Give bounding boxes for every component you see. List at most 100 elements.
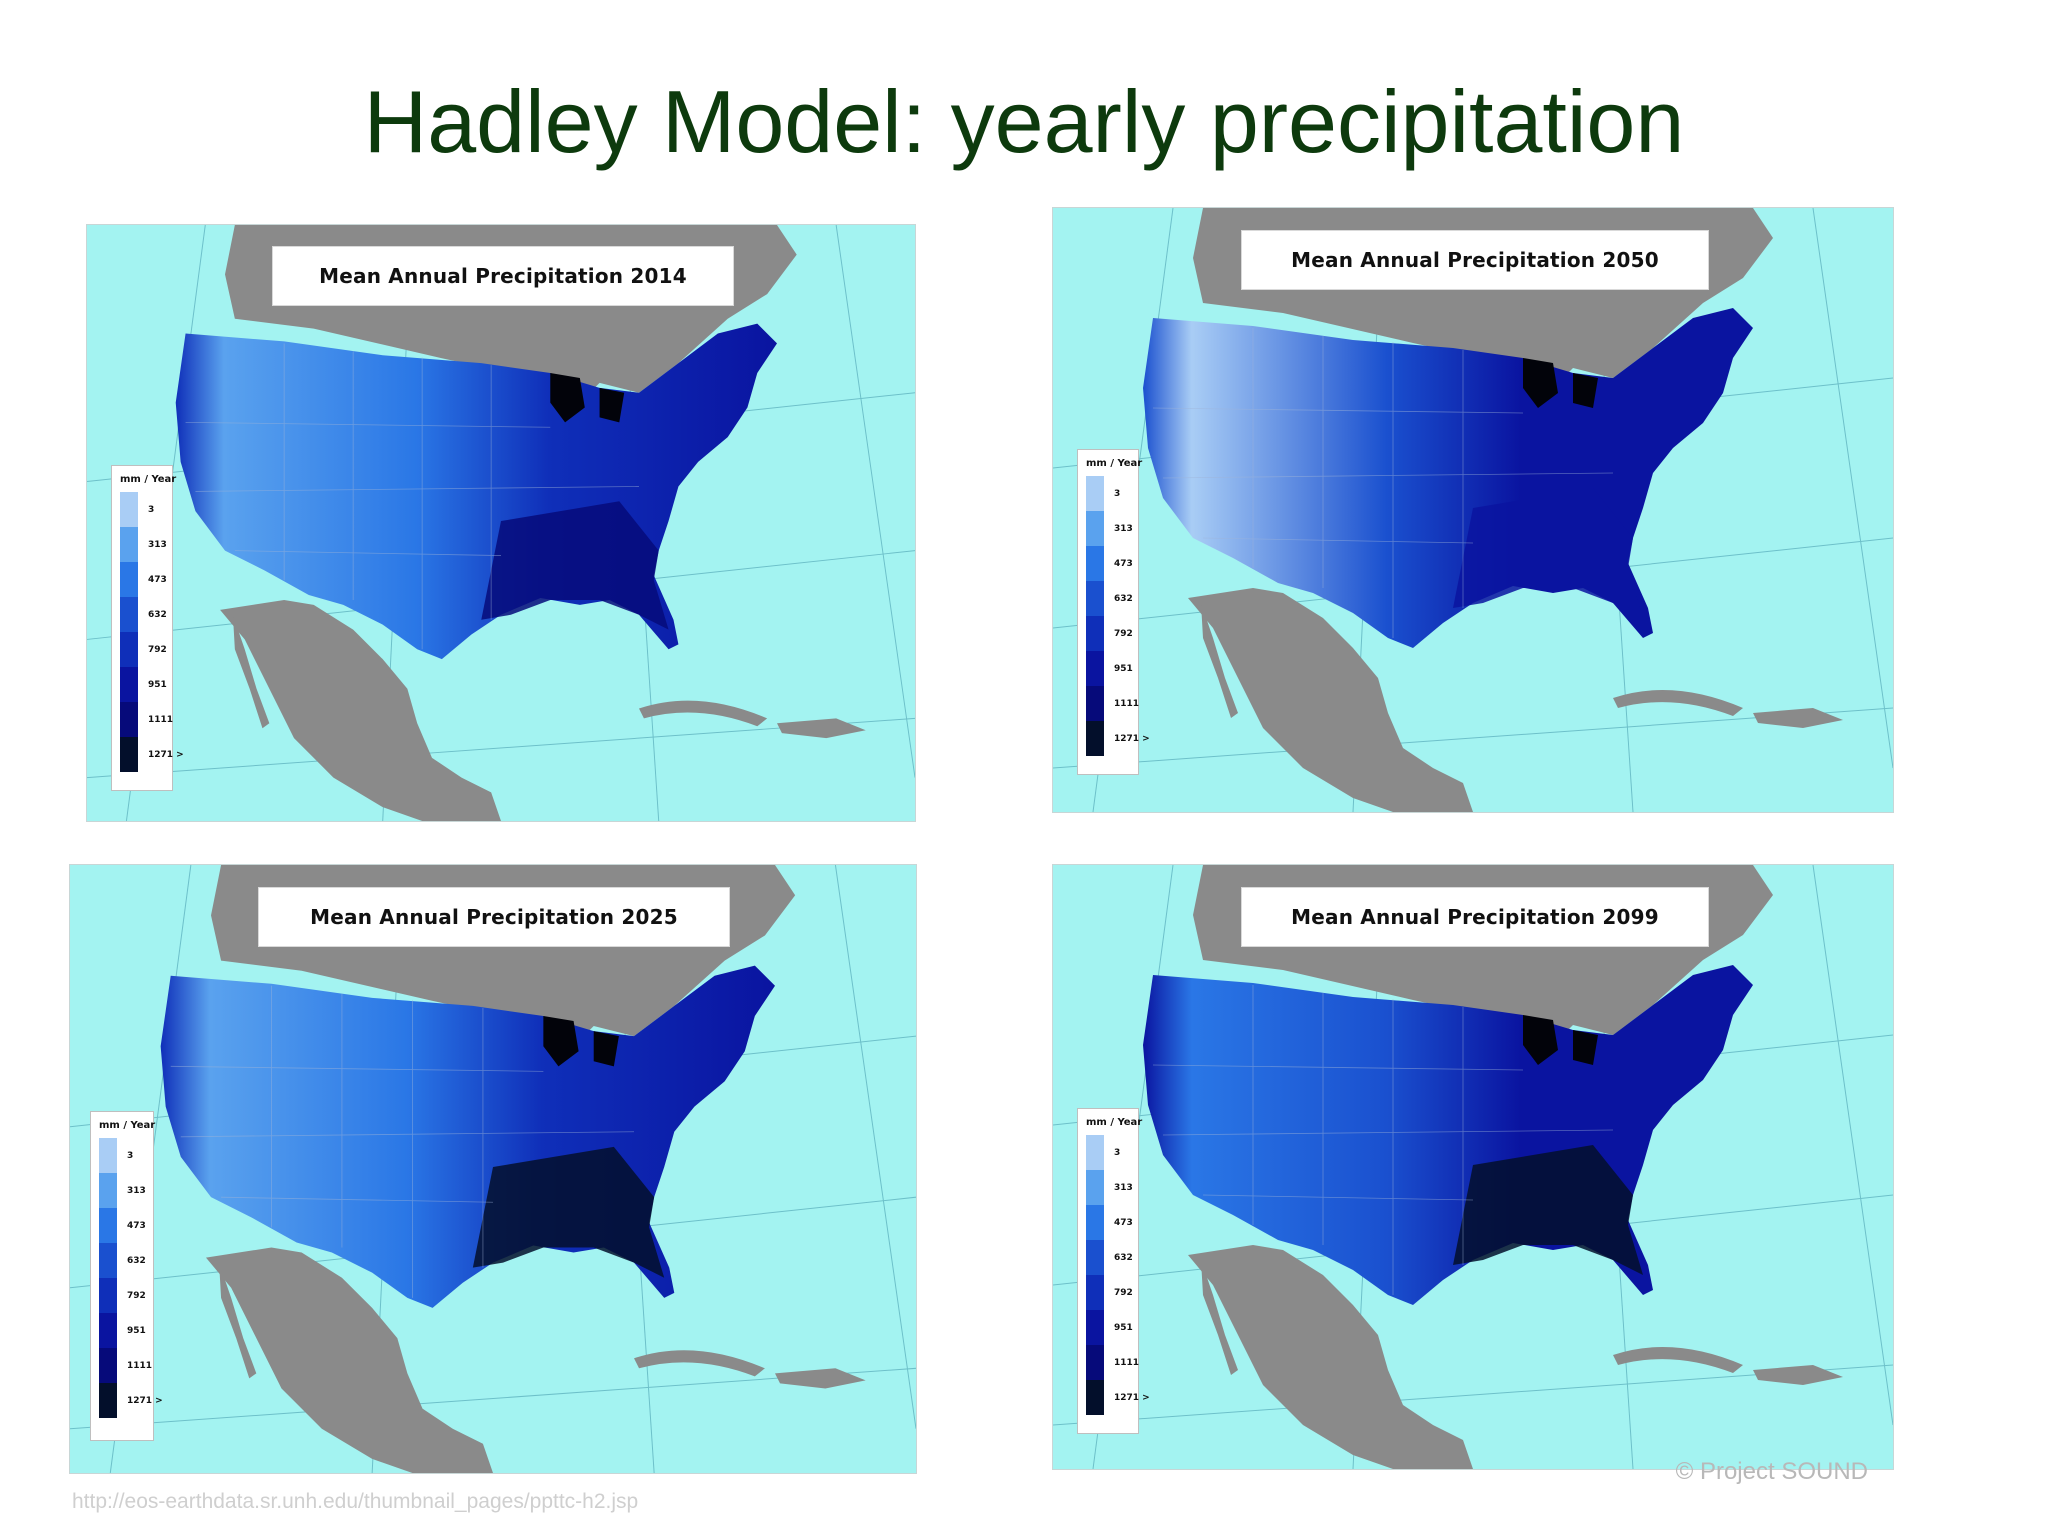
baja-land xyxy=(1201,603,1238,718)
baja-land xyxy=(1201,1260,1238,1375)
mexico-land xyxy=(205,1247,493,1473)
legend-swatch xyxy=(1086,1240,1104,1275)
legend-row: 632 xyxy=(99,1243,146,1278)
legend-label: 1271 > xyxy=(127,1395,163,1406)
legend-swatch xyxy=(1086,546,1104,581)
legend-swatch xyxy=(1086,651,1104,686)
legend-label: 313 xyxy=(127,1185,146,1196)
mexico-land xyxy=(1188,588,1473,812)
legend-title: mm / Year xyxy=(1086,1117,1143,1128)
legend-swatch xyxy=(1086,1345,1104,1380)
legend-swatch xyxy=(1086,1310,1104,1345)
legend-label: 792 xyxy=(1114,1287,1133,1298)
cuba-land xyxy=(1613,690,1743,716)
southeast-precip-region xyxy=(472,1146,665,1278)
southeast-precip-region xyxy=(1453,488,1643,618)
legend-label: 792 xyxy=(1114,628,1133,639)
legend-row: 1111 xyxy=(99,1348,152,1383)
legend-row: 473 xyxy=(1086,1205,1133,1240)
legend-label: 632 xyxy=(1114,1252,1133,1263)
legend-row: 3 xyxy=(120,492,164,527)
map-panel-2014: Mean Annual Precipitation 2014 mm / Year… xyxy=(86,224,916,822)
map-graphic xyxy=(1053,208,1893,812)
legend-label: 1271 > xyxy=(148,749,184,760)
precip-legend: mm / Year 3 313 473 632 792 951 1111 1271 > xyxy=(111,465,184,791)
legend-row: 1271 > xyxy=(1086,721,1150,756)
legend-row: 632 xyxy=(120,597,167,632)
state-lines xyxy=(1152,985,1614,1295)
legend-row: 951 xyxy=(99,1313,146,1348)
legend-label: 1111 xyxy=(148,714,174,725)
legend-row: 313 xyxy=(99,1173,146,1208)
state-lines xyxy=(185,343,640,650)
precip-legend: mm / Year 3 313 473 632 792 951 1111 1271 > xyxy=(90,1111,163,1441)
legend-swatch xyxy=(120,737,138,772)
legend-label: 632 xyxy=(127,1255,146,1266)
legend-label: 3 xyxy=(127,1150,134,1161)
legend-swatch xyxy=(1086,686,1104,721)
legend-row: 951 xyxy=(1086,1310,1133,1345)
legend-swatch xyxy=(120,562,138,597)
map-panel-2050: Mean Annual Precipitation 2050 mm / Year… xyxy=(1052,207,1894,813)
legend-row: 313 xyxy=(1086,511,1133,546)
great-lakes xyxy=(1523,358,1598,408)
southeast-precip-region xyxy=(481,501,669,630)
map-title: Mean Annual Precipitation 2014 xyxy=(272,246,734,306)
legend-row: 1111 xyxy=(1086,686,1139,721)
hispaniola-land xyxy=(1753,708,1843,728)
legend-swatch xyxy=(1086,511,1104,546)
map-graphic xyxy=(1053,865,1893,1469)
legend-swatch xyxy=(1086,616,1104,651)
great-lakes xyxy=(543,1015,619,1067)
source-url-text: http://eos-earthdata.sr.unh.edu/thumbnai… xyxy=(72,1490,639,1513)
legend-row: 1271 > xyxy=(1086,1380,1150,1415)
hispaniola-land xyxy=(1753,1365,1843,1385)
map-panel-2025: Mean Annual Precipitation 2025 mm / Year… xyxy=(69,864,917,1474)
legend-swatch xyxy=(1086,1170,1104,1205)
legend-label: 313 xyxy=(1114,523,1133,534)
state-lines xyxy=(1152,328,1614,638)
legend-row: 632 xyxy=(1086,581,1133,616)
legend-swatch xyxy=(120,527,138,562)
legend-label: 632 xyxy=(148,609,167,620)
legend-label: 951 xyxy=(127,1325,146,1336)
legend-row: 3 xyxy=(99,1138,145,1173)
legend-swatch xyxy=(120,632,138,667)
map-title: Mean Annual Precipitation 2099 xyxy=(1241,887,1709,947)
legend-row: 632 xyxy=(1086,1240,1133,1275)
map-graphic xyxy=(70,865,916,1473)
legend-label: 1111 xyxy=(127,1360,153,1371)
precip-legend: mm / Year 3 313 473 632 792 951 1111 1271 > xyxy=(1077,1108,1150,1434)
legend-swatch xyxy=(1086,1380,1104,1415)
legend-row: 473 xyxy=(1086,546,1133,581)
legend-row: 313 xyxy=(120,527,167,562)
legend-swatch xyxy=(120,492,138,527)
state-lines xyxy=(170,985,635,1298)
legend-label: 951 xyxy=(148,679,167,690)
legend-label: 473 xyxy=(1114,1217,1133,1228)
legend-label: 473 xyxy=(127,1220,146,1231)
cuba-land xyxy=(1613,1347,1743,1373)
hispaniola-land xyxy=(777,718,866,739)
legend-label: 792 xyxy=(148,644,167,655)
legend-row: 1271 > xyxy=(120,737,184,772)
legend-row: 792 xyxy=(1086,1275,1133,1310)
legend-label: 1111 xyxy=(1114,698,1140,709)
legend-swatch xyxy=(1086,1135,1104,1170)
legend-label: 473 xyxy=(1114,558,1133,569)
hispaniola-land xyxy=(775,1368,866,1389)
legend-row: 3 xyxy=(1086,1135,1130,1170)
legend-title: mm / Year xyxy=(99,1120,156,1131)
legend-swatch xyxy=(1086,1205,1104,1240)
legend-label: 951 xyxy=(1114,1322,1133,1333)
legend-swatch xyxy=(99,1383,117,1418)
mexico-land xyxy=(220,599,502,821)
legend-row: 3 xyxy=(1086,476,1130,511)
southeast-precip-region xyxy=(1453,1145,1643,1275)
legend-row: 792 xyxy=(120,632,167,667)
legend-row: 313 xyxy=(1086,1170,1133,1205)
legend-row: 473 xyxy=(120,562,167,597)
legend-label: 3 xyxy=(1114,488,1121,499)
legend-swatch xyxy=(99,1208,117,1243)
cuba-land xyxy=(634,1350,765,1377)
